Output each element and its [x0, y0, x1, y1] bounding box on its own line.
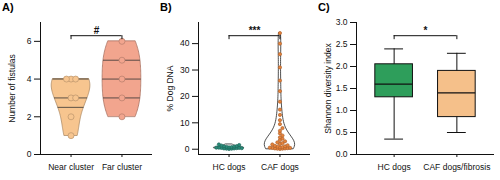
svg-text:*: * — [424, 25, 428, 36]
svg-text:2.5: 2.5 — [336, 39, 348, 49]
svg-text:0.5: 0.5 — [336, 127, 348, 137]
svg-text:6: 6 — [27, 36, 32, 46]
svg-text:HC dogs: HC dogs — [213, 162, 246, 172]
svg-text:0.0: 0.0 — [336, 149, 348, 159]
html-text:B): B) — [160, 1, 172, 13]
svg-text:% Dog DNA: % Dog DNA — [165, 65, 175, 111]
svg-text:Far cluster: Far cluster — [102, 162, 142, 172]
svg-text:CAF dogs: CAF dogs — [261, 162, 299, 172]
svg-text:2.0: 2.0 — [336, 61, 348, 71]
svg-text:***: *** — [249, 25, 261, 36]
svg-text:HC dogs: HC dogs — [378, 162, 411, 172]
svg-text:30: 30 — [180, 65, 190, 75]
svg-text:1.0: 1.0 — [336, 105, 348, 115]
svg-text:10: 10 — [180, 118, 190, 128]
svg-text:Number of fistulas: Number of fistulas — [7, 54, 17, 123]
svg-text:3.0: 3.0 — [336, 17, 348, 27]
svg-text:Shannon diversity index: Shannon diversity index — [323, 43, 333, 134]
svg-text:1.5: 1.5 — [336, 83, 348, 93]
svg-text:2: 2 — [27, 112, 32, 122]
svg-text:20: 20 — [180, 91, 190, 101]
html-text:C): C) — [318, 1, 330, 13]
svg-text:0: 0 — [27, 149, 32, 159]
html-text:A): A) — [2, 1, 14, 13]
svg-text:Near cluster: Near cluster — [48, 162, 94, 172]
svg-text:40: 40 — [180, 38, 190, 48]
svg-text:CAF dogs/fibrosis: CAF dogs/fibrosis — [423, 162, 490, 172]
svg-text:0: 0 — [185, 144, 190, 154]
svg-text:4: 4 — [27, 74, 32, 84]
svg-text:#: # — [94, 25, 100, 36]
